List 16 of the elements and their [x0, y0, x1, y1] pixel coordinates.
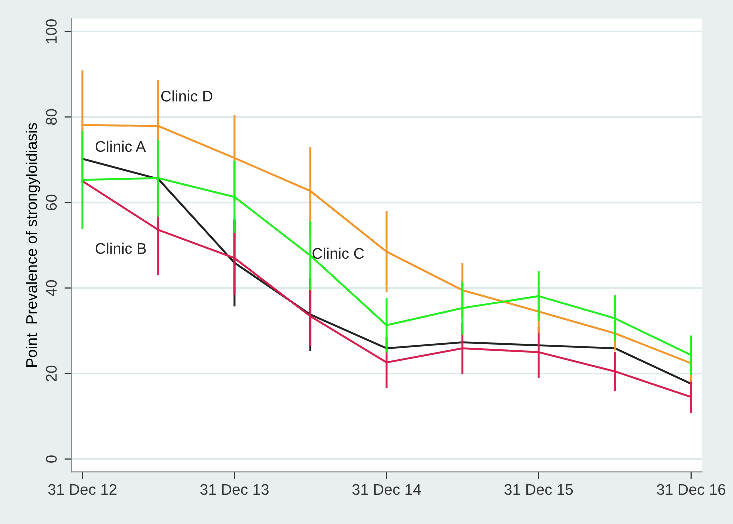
y-axis-title: Point Prevalence of strongyloidiasis [26, 123, 40, 367]
y-tick-label: 20 [46, 366, 58, 382]
y-tick-label: 100 [46, 20, 58, 44]
x-tick-label: 31 Dec 16 [657, 484, 726, 496]
y-tick-label: 0 [46, 456, 58, 463]
x-tick-label: 31 Dec 14 [352, 484, 422, 496]
series-label: Clinic D [161, 90, 213, 102]
y-tick-label: 80 [46, 109, 58, 126]
series-label: Clinic A [96, 140, 146, 152]
x-tick-label: 31 Dec 15 [504, 484, 574, 496]
y-tick-label: 40 [46, 280, 58, 296]
x-tick-label: 31 Dec 13 [200, 484, 269, 496]
y-tick-label: 60 [46, 194, 58, 210]
x-tick-label: 31 Dec 12 [48, 484, 117, 496]
series-label: Clinic B [96, 242, 146, 254]
series-label: Clinic C [312, 248, 364, 260]
